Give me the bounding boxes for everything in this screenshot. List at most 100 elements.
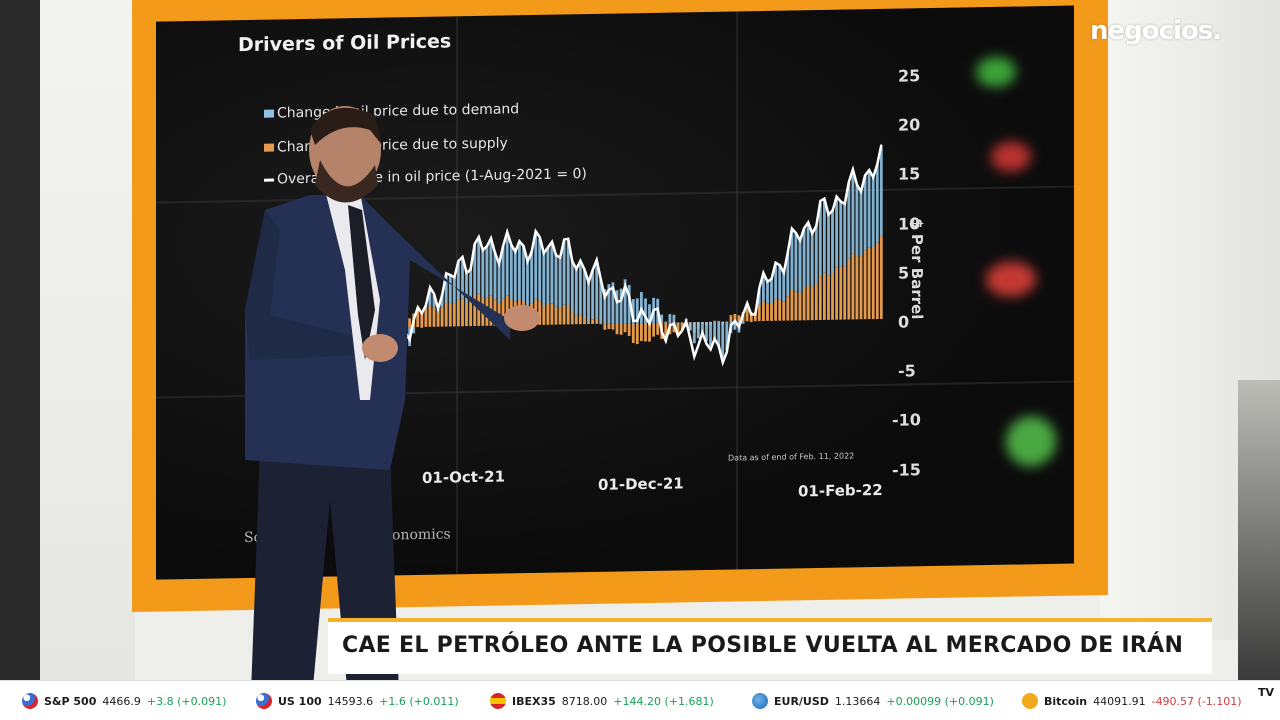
supply-bar: [587, 321, 590, 325]
supply-bar: [827, 275, 830, 320]
demand-bar: [823, 200, 826, 273]
demand-bar: [802, 228, 806, 289]
supply-bar: [823, 272, 826, 320]
demand-bar: [497, 261, 501, 303]
supply-bar: [859, 256, 863, 320]
supply-bar: [843, 265, 847, 320]
supply-bar: [554, 306, 558, 325]
demand-bar: [570, 260, 574, 313]
supply-bar: [762, 301, 765, 322]
ticker-item: Bitcoin 44091.91 -490.57 (-1.101): [1022, 693, 1242, 709]
supply-bar: [546, 304, 550, 325]
y-tick-label: -5: [898, 361, 916, 381]
demand-bar: [566, 240, 570, 306]
demand-bar: [701, 322, 704, 333]
supply-bar: [786, 296, 790, 321]
ticker-value: 4466.9: [102, 694, 141, 708]
headline-bar: CAE EL PETRÓLEO ANTE LA POSIBLE VUELTA A…: [328, 618, 1212, 674]
ticker-item: S&P 500 4466.9 +3.8 (+0.091): [22, 693, 226, 709]
demand-bar: [574, 267, 578, 316]
presenter: [245, 106, 540, 720]
studio-pillar-right: [1238, 380, 1280, 680]
demand-bar: [583, 269, 586, 318]
supply-bar: [595, 318, 599, 324]
demand-bar: [530, 251, 534, 304]
supply-bar: [648, 322, 651, 342]
supply-bar: [627, 323, 631, 336]
demand-bar: [513, 250, 517, 302]
supply-bar: [619, 323, 623, 335]
ticker-name: IBEX35: [512, 694, 556, 708]
supply-bar: [810, 286, 814, 321]
supply-bar: [745, 309, 749, 322]
demand-bar: [672, 314, 676, 323]
demand-bar: [762, 274, 765, 302]
supply-bar: [542, 304, 546, 325]
demand-bar: [709, 321, 712, 347]
ticker-change: +1.6 (+0.011): [379, 694, 459, 708]
demand-bar: [871, 175, 875, 248]
demand-bar: [717, 321, 721, 348]
demand-bar: [863, 175, 867, 251]
ticker-value: 8718.00: [561, 694, 608, 708]
demand-bar: [875, 164, 879, 243]
demand-bar: [558, 255, 562, 309]
demand-bar: [839, 200, 843, 267]
demand-bar: [879, 147, 883, 236]
supply-bar: [640, 323, 643, 342]
demand-bar: [741, 321, 745, 324]
ticker-change: -490.57 (-1.101): [1151, 694, 1242, 708]
supply-bar: [737, 315, 741, 322]
brand-logo: negocios.: [1090, 16, 1222, 46]
demand-bar: [461, 258, 464, 299]
demand-bar: [778, 264, 782, 300]
demand-bar: [522, 245, 525, 302]
demand-bar: [692, 322, 696, 344]
demand-bar: [827, 213, 830, 276]
ticker-value: 1.13664: [834, 694, 881, 708]
ticker-value: 14593.6: [327, 694, 374, 708]
y-tick-label: 15: [898, 164, 921, 185]
supply-bar: [611, 323, 615, 330]
demand-bar: [518, 242, 521, 300]
demand-bar: [477, 238, 481, 294]
ticker-change: +0.00099 (+0.091): [886, 694, 994, 708]
ticker-item: IBEX35 8718.00 +144.20 (+1.681): [490, 693, 714, 709]
supply-bar: [465, 302, 468, 327]
demand-bar: [810, 231, 814, 287]
ticker-item: US 100 14593.6 +1.6 (+0.011): [256, 693, 459, 709]
supply-bar: [778, 299, 782, 321]
demand-bar: [782, 270, 786, 302]
x-tick-dec: 01-Dec-21: [598, 474, 684, 494]
supply-bar: [875, 242, 879, 320]
demand-bar: [452, 276, 456, 304]
ticker-change: +3.8 (+0.091): [146, 694, 227, 708]
demand-bar: [859, 189, 863, 257]
supply-bar: [839, 266, 843, 320]
supply-bar: [802, 288, 806, 321]
demand-bar: [676, 322, 680, 324]
demand-bar: [814, 224, 818, 283]
demand-bar: [485, 246, 489, 298]
demand-bar: [550, 242, 554, 304]
demand-bar: [607, 284, 611, 324]
supply-bar: [717, 320, 721, 322]
us-flag-icon: [256, 693, 272, 709]
demand-bar: [831, 209, 834, 273]
demand-bar: [595, 262, 599, 319]
bitcoin-icon: [1022, 693, 1038, 709]
supply-bar: [469, 301, 473, 327]
supply-bar: [428, 305, 432, 327]
demand-bar: [542, 251, 546, 306]
y-tick-label: 25: [898, 66, 921, 86]
studio-wall-left: [40, 0, 135, 680]
y-axis-label: $ Per Barrel: [908, 218, 926, 320]
supply-bar: [566, 305, 570, 325]
supply-bar: [416, 310, 420, 328]
demand-bar: [851, 171, 855, 254]
ticker-name: Bitcoin: [1044, 694, 1088, 708]
demand-bar: [766, 281, 769, 304]
supply-bar: [879, 235, 883, 319]
demand-bar: [705, 321, 708, 341]
supply-bar: [831, 272, 834, 320]
